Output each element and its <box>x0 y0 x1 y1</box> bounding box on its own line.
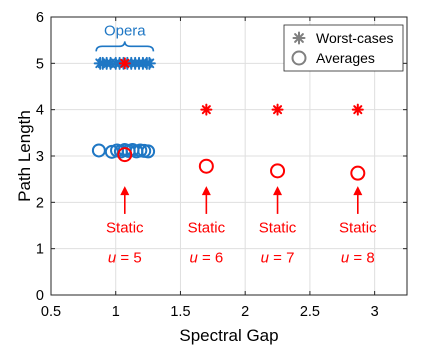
circle-icon <box>291 50 307 66</box>
x-tick-label: 1 <box>112 304 120 320</box>
static-worst-case-marker <box>351 103 364 116</box>
x-tick-label: 3 <box>371 304 379 320</box>
x-tick-label: 0.5 <box>41 304 61 320</box>
static-u-label: u = 5 <box>108 250 142 267</box>
static-average-marker <box>350 165 366 181</box>
x-tick-label: 1.5 <box>170 304 190 320</box>
static-u-label: u = 8 <box>341 250 375 267</box>
static-label: Static <box>339 219 377 236</box>
y-tick-label: 2 <box>36 195 44 211</box>
y-axis-label: Path Length <box>15 110 34 202</box>
y-tick-label: 6 <box>36 10 44 26</box>
data-markers <box>91 56 366 181</box>
y-tick-label: 3 <box>36 149 44 165</box>
opera-worst-case-marker <box>142 56 156 70</box>
static-u-label: u = 6 <box>189 250 223 267</box>
static-average-marker <box>117 147 133 163</box>
legend-worst-marker <box>292 31 306 45</box>
x-axis-ticks: 0.5 1 1.5 2 2.5 3 <box>41 17 379 320</box>
static-average-marker <box>270 163 286 179</box>
static-u-label: u = 7 <box>261 250 295 267</box>
static-average-marker <box>198 158 214 174</box>
opera-label: Opera <box>104 22 146 39</box>
legend-worst-label: Worst-cases <box>316 30 394 46</box>
y-tick-label: 1 <box>36 242 44 258</box>
legend: Worst-cases Averages <box>283 24 404 72</box>
annotations: Opera Static u = 5 Static u = 6 Static u = 7 S… <box>95 22 377 267</box>
x-axis-label: Spectral Gap <box>179 326 278 345</box>
static-label: Static <box>188 219 226 236</box>
y-axis-ticks: 0 1 2 3 4 5 6 <box>36 10 407 304</box>
static-worst-case-marker <box>118 57 131 70</box>
static-worst-case-marker <box>200 103 213 116</box>
static-arrowhead <box>201 186 211 196</box>
opera-average-marker <box>141 144 156 159</box>
legend-avg-label: Averages <box>316 50 375 66</box>
opera-brace <box>95 41 155 52</box>
y-tick-label: 4 <box>36 103 44 119</box>
static-arrowhead <box>120 186 130 196</box>
static-worst-case-marker <box>271 103 284 116</box>
static-label: Static <box>259 219 297 236</box>
x-tick-label: 2 <box>241 304 249 320</box>
y-tick-label: 5 <box>36 56 44 72</box>
x-tick-label: 2.5 <box>300 304 320 320</box>
opera-average-marker <box>91 143 106 158</box>
asterisk-icon <box>292 31 306 45</box>
static-arrowhead <box>273 186 283 196</box>
y-tick-label: 0 <box>36 288 44 304</box>
static-arrowhead <box>353 186 363 196</box>
static-label: Static <box>106 219 144 236</box>
